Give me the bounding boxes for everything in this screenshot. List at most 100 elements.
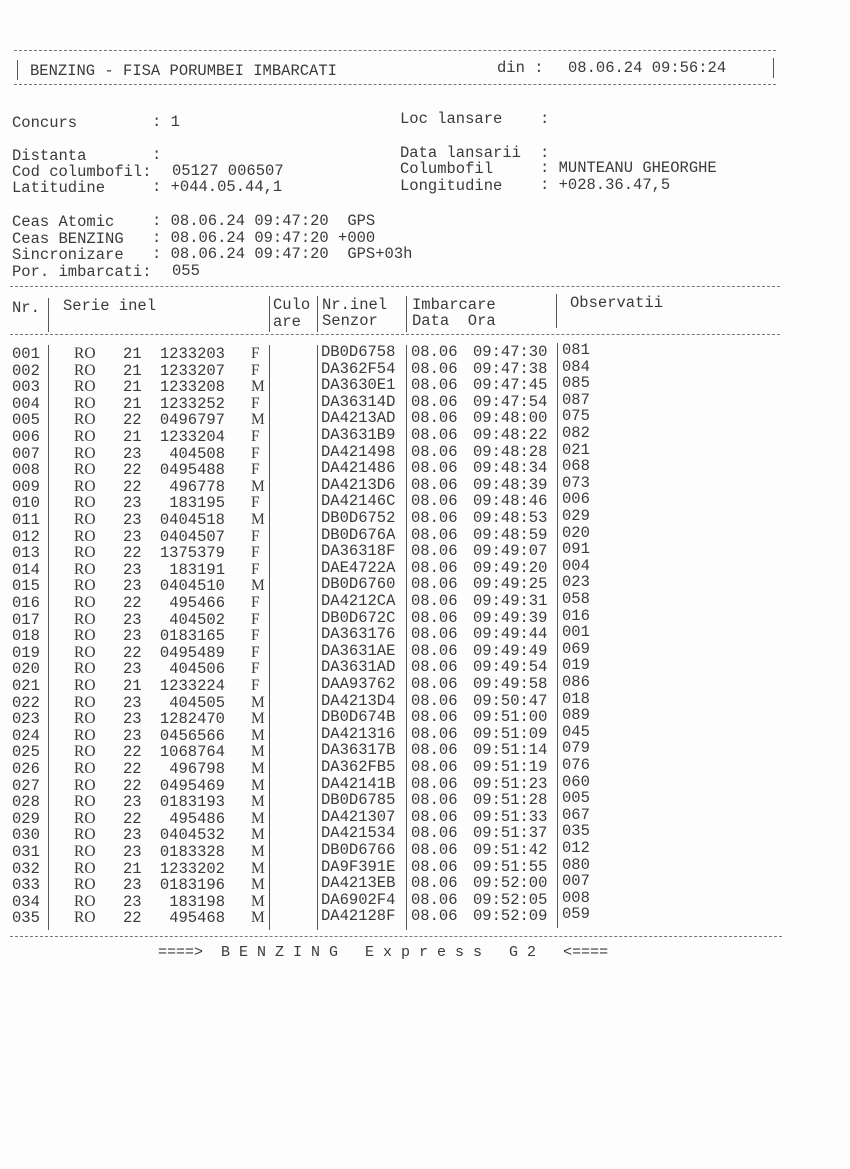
- year: 23: [123, 444, 142, 463]
- sex: M: [251, 411, 265, 429]
- row-number: 016: [12, 594, 40, 612]
- time: 09:49:07: [473, 542, 548, 561]
- sensor: DA42146C: [321, 492, 396, 511]
- column-divider: [48, 345, 49, 930]
- field-label: Longitudine: [400, 177, 503, 195]
- field-label: Ceas Atomic: [12, 213, 115, 231]
- sensor: DA421307: [321, 807, 396, 826]
- row-number: 025: [12, 743, 40, 762]
- observation: 087: [562, 390, 590, 409]
- observation: 006: [562, 490, 590, 509]
- country: RO: [74, 677, 96, 694]
- observation: 029: [562, 507, 590, 525]
- country: RO: [74, 876, 96, 894]
- observation: 021: [562, 440, 590, 459]
- country: RO: [74, 793, 96, 811]
- time: 09:49:20: [473, 558, 548, 577]
- time: 09:48:28: [473, 442, 548, 461]
- observation: 082: [562, 424, 590, 442]
- date-label: din :: [497, 59, 544, 77]
- country: RO: [74, 494, 96, 512]
- row-number: 018: [12, 627, 40, 646]
- date: 08.06: [411, 575, 458, 594]
- row-number: 017: [12, 610, 40, 629]
- country: RO: [74, 428, 96, 445]
- column-divider: [557, 343, 558, 928]
- column-header: Culo: [273, 296, 311, 314]
- row-number: 026: [12, 760, 40, 778]
- ring-number: 1233204: [159, 428, 225, 446]
- sex: F: [251, 677, 260, 694]
- ring-number: 0495488: [159, 461, 225, 480]
- observation: 005: [562, 789, 590, 808]
- year: 23: [123, 511, 142, 529]
- observation: 016: [562, 606, 590, 625]
- country: RO: [74, 843, 96, 860]
- time: 09:48:59: [473, 525, 548, 544]
- sensor: DA36317B: [321, 741, 396, 760]
- column-divider: [556, 294, 557, 328]
- time: 09:51:37: [473, 824, 548, 843]
- country: RO: [74, 527, 96, 545]
- sex: F: [251, 610, 260, 628]
- ring-number: 0183196: [159, 876, 225, 895]
- rule: [10, 334, 780, 335]
- field-value: : 08.06.24 09:47:20 +000: [152, 229, 376, 247]
- column-header: Nr.inel: [322, 296, 388, 314]
- date: 08.06: [411, 824, 458, 843]
- country: RO: [74, 560, 96, 578]
- ring-number: 1233252: [159, 394, 225, 413]
- year: 23: [123, 494, 142, 513]
- time: 09:51:33: [473, 807, 548, 826]
- time: 09:51:55: [473, 857, 548, 876]
- ring-number: 0183328: [159, 843, 225, 861]
- year: 21: [123, 378, 142, 397]
- year: 21: [123, 361, 142, 380]
- year: 23: [123, 560, 142, 579]
- country: RO: [74, 660, 96, 678]
- field-label: Concurs: [12, 114, 78, 132]
- date: 08.06: [411, 691, 458, 710]
- field-value: :: [152, 146, 162, 164]
- row-number: 006: [12, 428, 40, 446]
- title: BENZING - FISA PORUMBEI IMBARCATI: [30, 62, 337, 80]
- time: 09:48:00: [473, 409, 548, 428]
- year: 22: [123, 760, 142, 778]
- bar: [17, 60, 18, 80]
- sex: F: [251, 560, 260, 578]
- row-number: 034: [12, 892, 40, 911]
- year: 23: [123, 726, 142, 745]
- year: 23: [123, 577, 142, 596]
- country: RO: [74, 544, 96, 562]
- sensor: DA362FB5: [321, 758, 396, 776]
- time: 09:51:23: [473, 774, 548, 793]
- field-value: 05127 006507: [172, 162, 284, 180]
- sensor: DA3631B9: [321, 426, 396, 444]
- sex: F: [251, 594, 260, 611]
- sensor: DAA93762: [321, 675, 396, 693]
- observation: 018: [562, 689, 590, 708]
- ring-number: 1375379: [159, 544, 225, 563]
- date: 08.06: [411, 359, 458, 378]
- date: 08.06: [411, 592, 458, 610]
- year: 23: [123, 876, 142, 895]
- observation: 012: [562, 839, 590, 857]
- field-label: Sincronizare: [12, 246, 124, 264]
- year: 22: [123, 411, 142, 430]
- date: 08.06: [411, 841, 458, 859]
- observation: 080: [562, 855, 590, 874]
- field-label: Ceas BENZING: [12, 230, 124, 248]
- sensor: DA4213AD: [321, 409, 396, 428]
- sex: F: [251, 444, 260, 462]
- time: 09:52:09: [473, 907, 548, 926]
- ring-number: 183191: [169, 560, 225, 579]
- sensor: DB0D6758: [321, 343, 396, 361]
- field-label: Data lansarii: [400, 144, 521, 162]
- ring-number: 496778: [169, 477, 225, 496]
- year: 23: [123, 693, 142, 712]
- year: 23: [123, 660, 142, 679]
- row-number: 032: [12, 859, 40, 878]
- sex: M: [251, 577, 265, 595]
- date: 08.06: [411, 758, 458, 776]
- time: 09:49:44: [473, 625, 548, 644]
